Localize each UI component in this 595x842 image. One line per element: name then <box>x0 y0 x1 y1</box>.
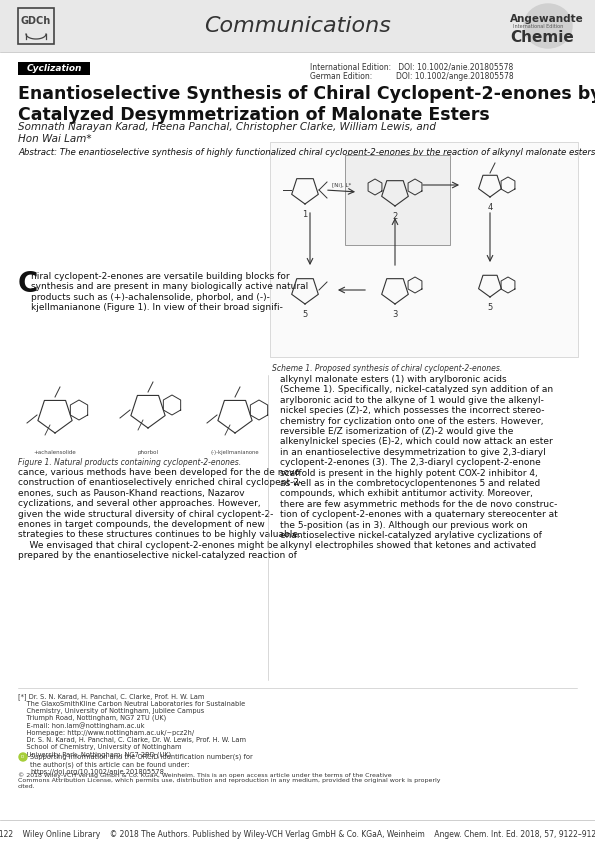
Text: 5: 5 <box>302 310 308 319</box>
Text: Chemie: Chemie <box>510 30 574 45</box>
Bar <box>345 155 450 245</box>
Text: Cyclization: Cyclization <box>26 64 82 73</box>
Text: 3: 3 <box>392 310 397 319</box>
Text: GDCh: GDCh <box>21 16 51 26</box>
Text: (-)-kjellmanianone: (-)-kjellmanianone <box>211 450 259 455</box>
Text: Enantioselective Synthesis of Chiral Cyclopent-2-enones by Nickel-
Catalyzed Des: Enantioselective Synthesis of Chiral Cyc… <box>18 85 595 124</box>
Text: International Edition: International Edition <box>513 24 563 29</box>
Text: Somnath Narayan Karad, Heena Panchal, Christopher Clarke, William Lewis, and
Hon: Somnath Narayan Karad, Heena Panchal, Ch… <box>18 122 436 144</box>
Bar <box>0 0 595 52</box>
Text: Angewandte: Angewandte <box>510 14 584 24</box>
Text: 2: 2 <box>392 212 397 221</box>
Text: [*] Dr. S. N. Karad, H. Panchal, C. Clarke, Prof. H. W. Lam
    The GlaxoSmithKl: [*] Dr. S. N. Karad, H. Panchal, C. Clar… <box>18 693 246 758</box>
Text: [Ni], L*: [Ni], L* <box>332 182 351 187</box>
Text: +achalensolide: +achalensolide <box>34 450 76 455</box>
Bar <box>18 8 54 44</box>
Text: alkynyI malonate esters (1) with arylboronic acids
(Scheme 1). Specifically, nic: alkynyI malonate esters (1) with arylbor… <box>280 375 558 551</box>
Text: German Edition:          DOI: 10.1002/ange.201805578: German Edition: DOI: 10.1002/ange.201805… <box>310 72 513 81</box>
Text: iD: iD <box>21 755 25 759</box>
Text: International Edition:   DOI: 10.1002/anie.201805578: International Edition: DOI: 10.1002/anie… <box>310 63 513 72</box>
Text: phorbol: phorbol <box>137 450 158 455</box>
Text: © 2018 Wiley-VCH Verlag GmbH & Co. KGaA, Weinheim. This is an open access articl: © 2018 Wiley-VCH Verlag GmbH & Co. KGaA,… <box>18 772 440 789</box>
Text: 1: 1 <box>302 210 308 219</box>
Text: C: C <box>18 270 38 298</box>
Circle shape <box>19 753 27 761</box>
Text: 4: 4 <box>487 203 493 212</box>
Bar <box>270 142 578 357</box>
Text: Communications: Communications <box>204 16 391 36</box>
Text: 5: 5 <box>487 303 493 312</box>
Text: Abstract: The enantioselective synthesis of highly functionalized chiral cyclope: Abstract: The enantioselective synthesis… <box>18 148 595 157</box>
Text: hiral cyclopent-2-enones are versatile building blocks for
synthesis and are pre: hiral cyclopent-2-enones are versatile b… <box>31 272 308 312</box>
Text: 9122    Wiley Online Library    © 2018 The Authors. Published by Wiley-VCH Verla: 9122 Wiley Online Library © 2018 The Aut… <box>0 830 595 839</box>
Text: Figure 1. Natural products containing cyclopent-2-enones.: Figure 1. Natural products containing cy… <box>18 458 241 467</box>
Text: cance, various methods have been developed for the de novo
construction of enant: cance, various methods have been develop… <box>18 468 302 560</box>
Bar <box>18 62 90 75</box>
Text: Supporting information and the ORCID identification number(s) for
the author(s) : Supporting information and the ORCID ide… <box>30 754 253 775</box>
Text: Scheme 1. Proposed synthesis of chiral cyclopent-2-enones.: Scheme 1. Proposed synthesis of chiral c… <box>272 364 502 373</box>
Ellipse shape <box>524 4 572 48</box>
